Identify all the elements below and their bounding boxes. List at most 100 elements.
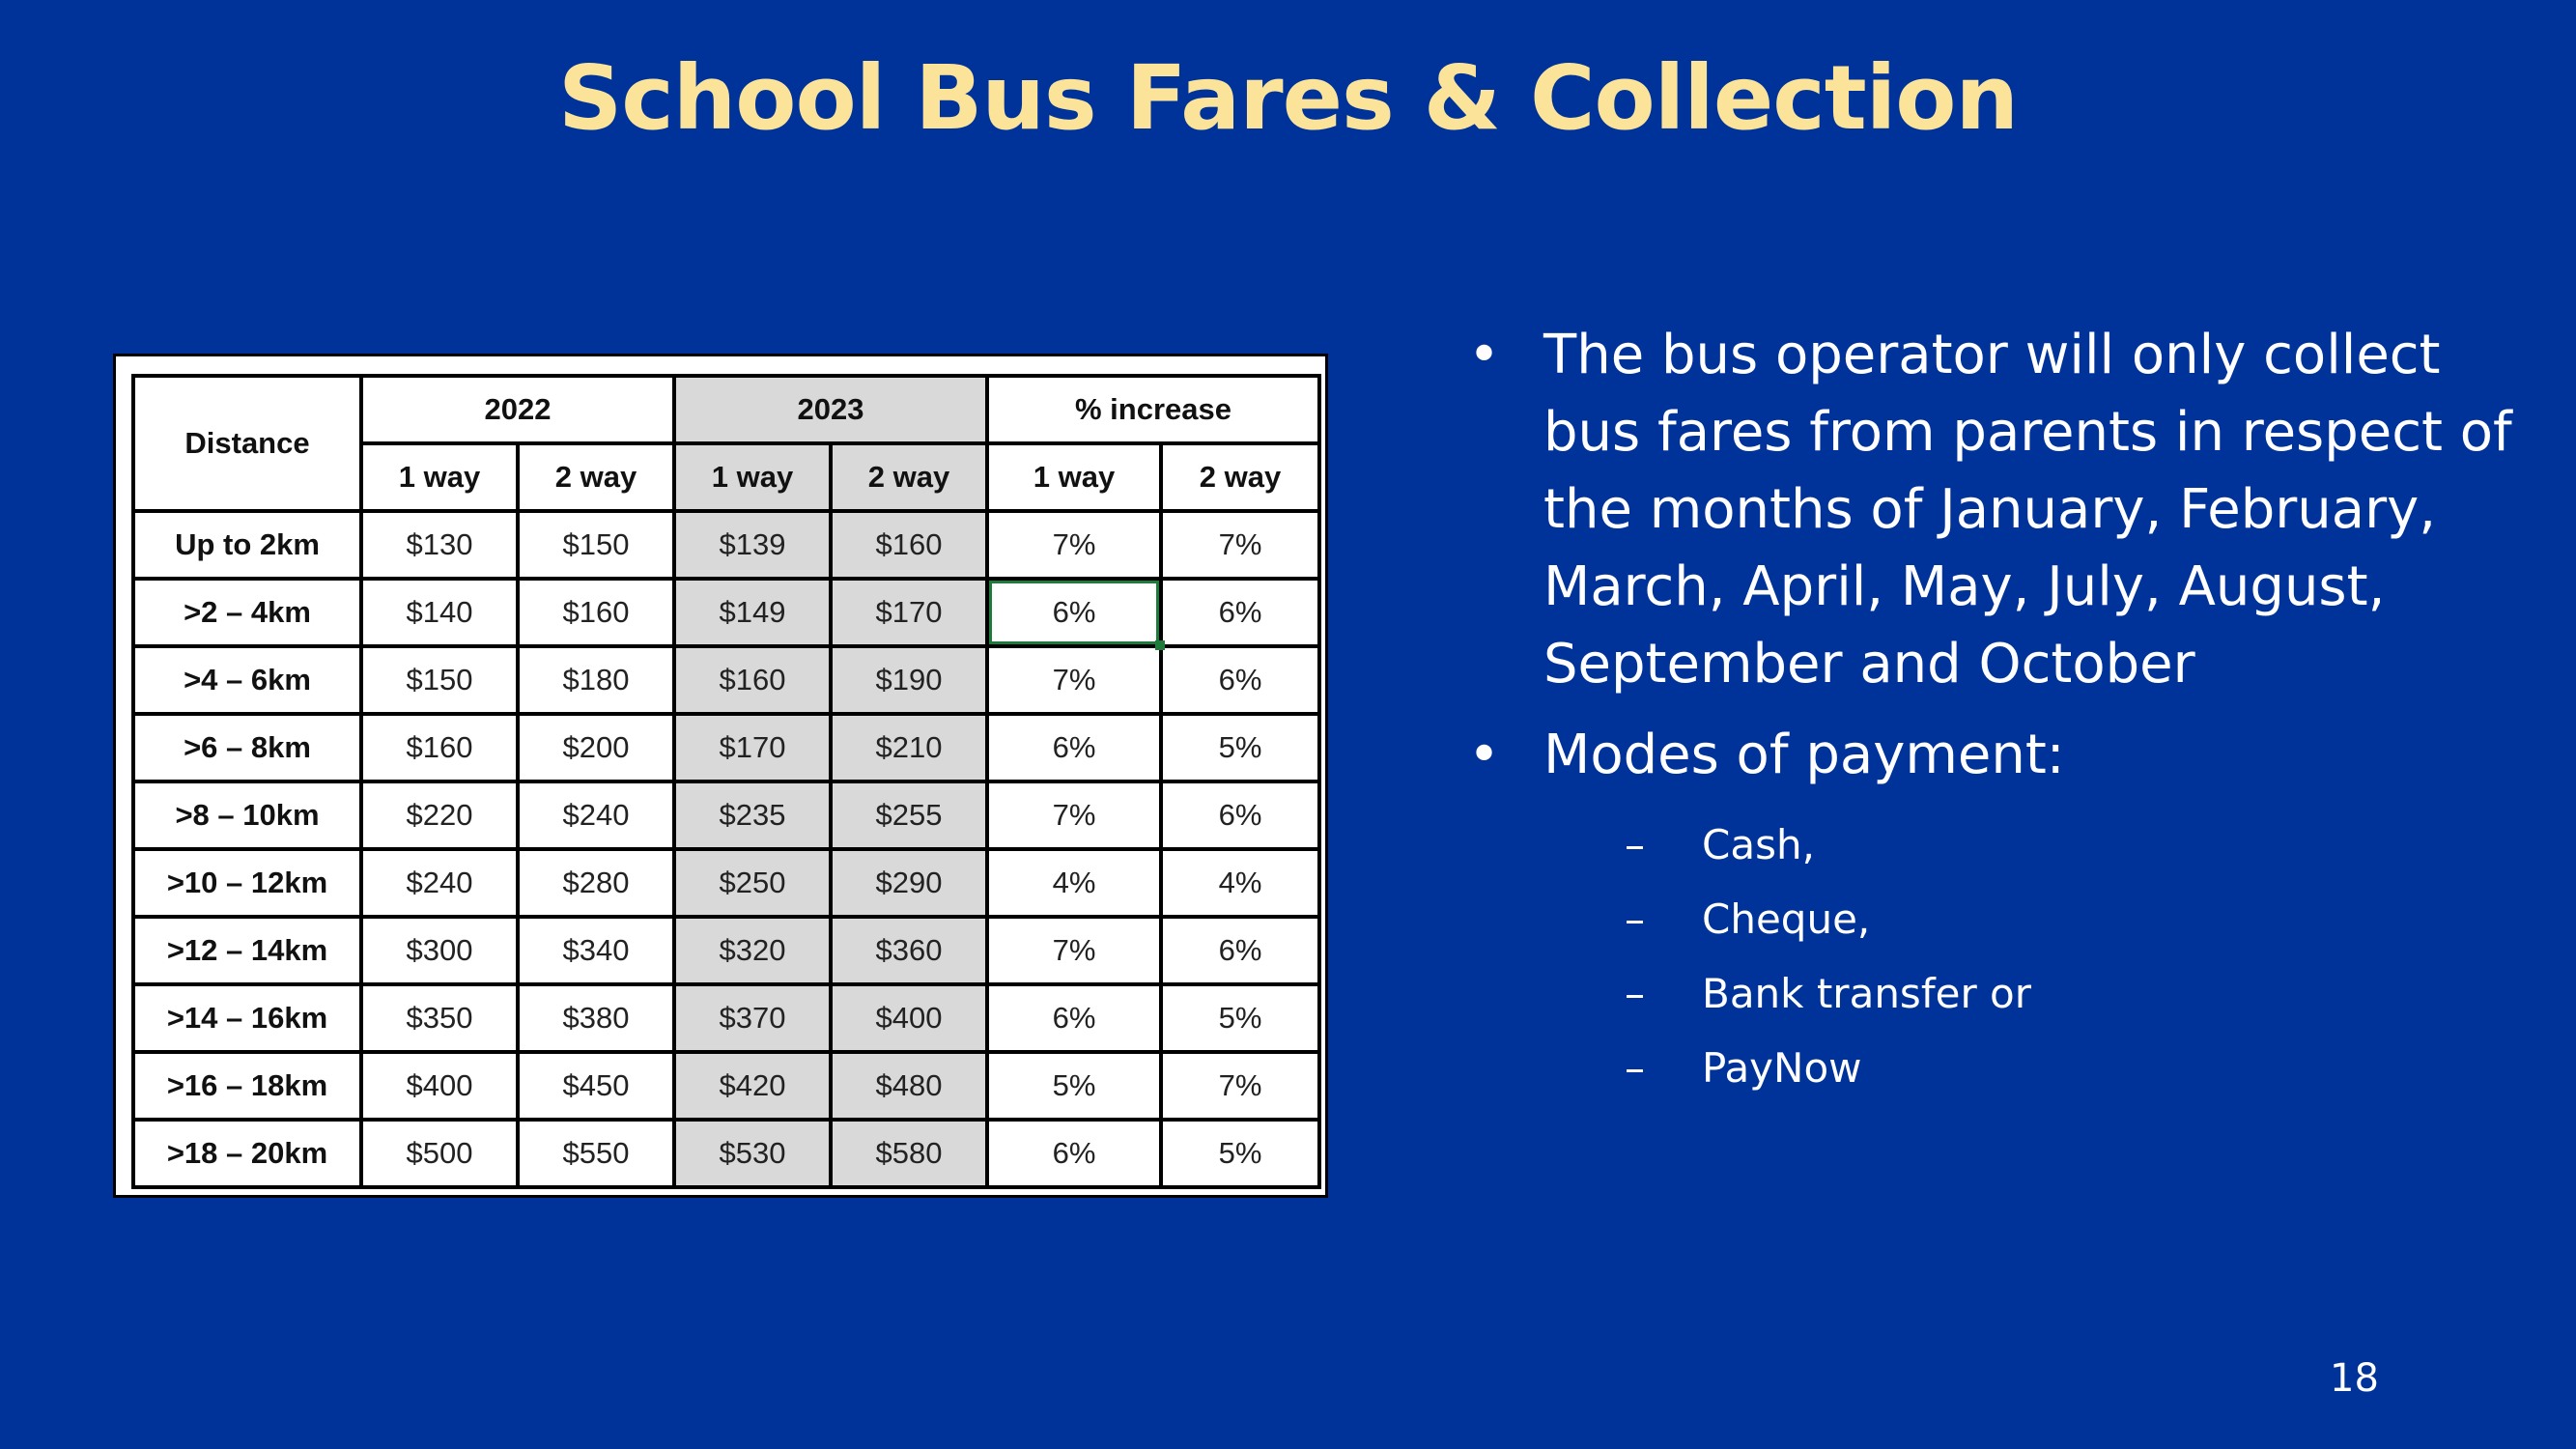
table-cell: 6%: [1159, 915, 1321, 986]
table-cell: 4%: [1159, 847, 1321, 919]
table-cell: $370: [672, 982, 833, 1054]
table-cell: $235: [672, 780, 833, 851]
table-cell: $200: [516, 712, 676, 783]
table-row: >2 – 4km $140 $160 $149 $170 6% 6%: [131, 577, 1321, 650]
dash-marker: –: [1625, 895, 1645, 943]
dash-marker: –: [1625, 821, 1645, 868]
table-cell: 5%: [1159, 1118, 1321, 1189]
year-2023-header: 2023: [672, 374, 989, 445]
table-row: >10 – 12km $240 $280 $250 $290 4% 4%: [131, 847, 1321, 919]
sub-header: 2 way: [829, 441, 989, 513]
bullet-list: • The bus operator will only collect bus…: [1468, 317, 2531, 1105]
table-cell: $530: [672, 1118, 833, 1189]
dash-marker: –: [1625, 970, 1645, 1017]
table-cell: $340: [516, 915, 676, 986]
slide-title: School Bus Fares & Collection: [558, 46, 2019, 150]
table-cell: 7%: [1159, 1050, 1321, 1122]
distance-cell: >4 – 6km: [131, 644, 363, 716]
distance-cell: Up to 2km: [131, 509, 363, 581]
distance-cell: >6 – 8km: [131, 712, 363, 783]
table-cell: $240: [359, 847, 520, 919]
table-cell: $320: [672, 915, 833, 986]
percent-increase-header: % increase: [985, 374, 1321, 445]
table-cell: $255: [829, 780, 989, 851]
table-row: >12 – 14km $300 $340 $320 $360 7% 6%: [131, 915, 1321, 986]
table-cell: $190: [829, 644, 989, 716]
table-cell: 5%: [1159, 982, 1321, 1054]
page-number: 18: [2330, 1356, 2379, 1401]
table-cell: $360: [829, 915, 989, 986]
table-cell: $240: [516, 780, 676, 851]
dash-marker: –: [1625, 1044, 1645, 1092]
year-2022-header: 2022: [359, 374, 676, 445]
table-row: Up to 2km $130 $150 $139 $160 7% 7%: [131, 509, 1321, 581]
distance-cell: >12 – 14km: [131, 915, 363, 986]
distance-cell: >2 – 4km: [131, 577, 363, 648]
table-cell: $170: [829, 577, 989, 648]
table-cell: $300: [359, 915, 520, 986]
table-cell: $139: [672, 509, 833, 581]
table-row: >4 – 6km $150 $180 $160 $190 7% 6%: [131, 644, 1321, 716]
table-cell: $160: [829, 509, 989, 581]
table-cell: 6%: [1159, 644, 1321, 716]
table-cell: $180: [516, 644, 676, 716]
table-cell: 7%: [985, 915, 1163, 986]
table-cell: $400: [359, 1050, 520, 1122]
table-cell: $420: [672, 1050, 833, 1122]
bullet-item: • Modes of payment:: [1468, 717, 2531, 794]
payment-mode-item: – Cash,: [1468, 808, 2531, 882]
table-row: >6 – 8km $160 $200 $170 $210 6% 5%: [131, 712, 1321, 783]
table-cell: 7%: [985, 780, 1163, 851]
fare-table-image: Distance 2022 2023 % increase 1 way 2 wa…: [113, 354, 1328, 1198]
table-cell: $480: [829, 1050, 989, 1122]
table-cell: $380: [516, 982, 676, 1054]
payment-mode-label: Cheque,: [1702, 895, 1871, 943]
table-cell: $150: [516, 509, 676, 581]
table-cell: $290: [829, 847, 989, 919]
table-cell: $160: [516, 577, 676, 648]
table-cell: 7%: [985, 644, 1163, 716]
distance-cell: >16 – 18km: [131, 1050, 363, 1122]
bullet-item: • The bus operator will only collect bus…: [1468, 317, 2531, 703]
table-cell: $220: [359, 780, 520, 851]
table-cell: 4%: [985, 847, 1163, 919]
payment-mode-item: – Cheque,: [1468, 882, 2531, 956]
payment-mode-label: Bank transfer or: [1702, 970, 2032, 1017]
table-cell: $140: [359, 577, 520, 648]
payment-mode-label: Cash,: [1702, 821, 1815, 868]
table-cell: $210: [829, 712, 989, 783]
table-cell: 6%: [985, 982, 1163, 1054]
table-row: >8 – 10km $220 $240 $235 $255 7% 6%: [131, 780, 1321, 851]
sub-header: 2 way: [516, 441, 676, 513]
distance-cell: >10 – 12km: [131, 847, 363, 919]
table-cell: 7%: [985, 509, 1163, 581]
table-cell: $450: [516, 1050, 676, 1122]
distance-cell: >14 – 16km: [131, 982, 363, 1054]
table-cell: 5%: [985, 1050, 1163, 1122]
sub-header: 1 way: [672, 441, 833, 513]
table-cell: 6%: [985, 1118, 1163, 1189]
table-row: >16 – 18km $400 $450 $420 $480 5% 7%: [131, 1050, 1321, 1122]
table-cell: 6%: [985, 712, 1163, 783]
table-cell: 5%: [1159, 712, 1321, 783]
table-cell: $160: [359, 712, 520, 783]
bullet-dot: •: [1468, 324, 1501, 386]
table-cell: 7%: [1159, 509, 1321, 581]
sub-header: 1 way: [985, 441, 1163, 513]
table-cell: 6%: [1159, 780, 1321, 851]
table-cell: $149: [672, 577, 833, 648]
table-cell: $150: [359, 644, 520, 716]
bullet-dot: •: [1468, 724, 1501, 786]
table-cell: $550: [516, 1118, 676, 1189]
table-cell: $250: [672, 847, 833, 919]
payment-mode-item: – Bank transfer or: [1468, 956, 2531, 1031]
bullet-text-collection: The bus operator will only collect bus f…: [1543, 324, 2512, 696]
table-cell: $280: [516, 847, 676, 919]
fill-handle: [1155, 640, 1165, 650]
distance-cell: >8 – 10km: [131, 780, 363, 851]
table-cell: $170: [672, 712, 833, 783]
fare-table: Distance 2022 2023 % increase 1 way 2 wa…: [131, 374, 1321, 1189]
table-cell: $130: [359, 509, 520, 581]
table-row: >14 – 16km $350 $380 $370 $400 6% 5%: [131, 982, 1321, 1054]
table-cell: $350: [359, 982, 520, 1054]
